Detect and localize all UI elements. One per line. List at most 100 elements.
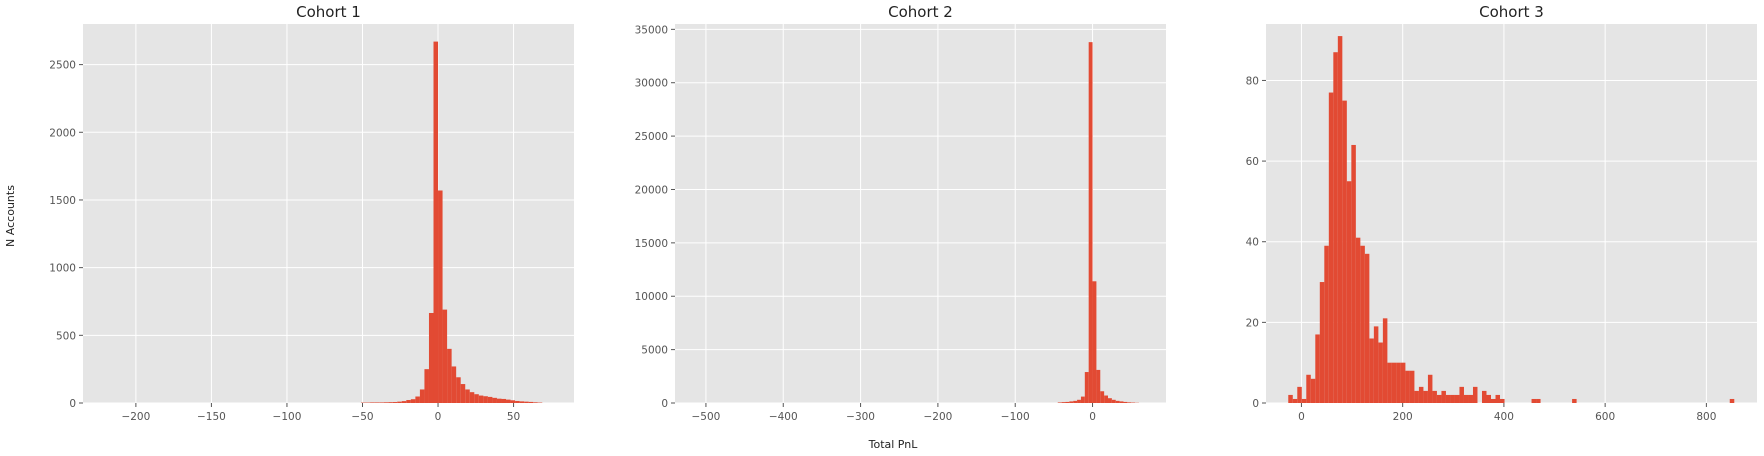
bar bbox=[1500, 398, 1505, 403]
bar bbox=[1069, 401, 1074, 403]
bar bbox=[1324, 245, 1329, 403]
bar bbox=[1490, 398, 1496, 403]
x-tick-label: −200 bbox=[121, 411, 150, 423]
bar bbox=[1405, 370, 1410, 403]
bar bbox=[483, 396, 488, 403]
bar bbox=[1065, 401, 1070, 403]
bar bbox=[433, 41, 439, 403]
bar bbox=[1108, 398, 1112, 403]
chart-title: Cohort 1 bbox=[296, 3, 361, 21]
chart-cohort-2: Cohort 2 −500 −400 −300 −200 −100 0 0 5000 10000 1… bbox=[635, 3, 1166, 423]
bar bbox=[1531, 398, 1537, 403]
y-tick-label: 25000 bbox=[635, 131, 668, 143]
bar bbox=[1104, 395, 1109, 403]
bar bbox=[397, 401, 402, 403]
x-tick-label: 200 bbox=[1393, 411, 1413, 423]
bar bbox=[1423, 390, 1428, 403]
bar bbox=[533, 402, 538, 403]
bar bbox=[1391, 362, 1397, 403]
x-tick-label: 0 bbox=[1089, 411, 1096, 423]
bar bbox=[447, 348, 452, 403]
x-tick-label: −300 bbox=[846, 411, 875, 423]
bar bbox=[515, 400, 520, 403]
bar bbox=[487, 396, 493, 403]
bar bbox=[492, 397, 497, 403]
bar bbox=[451, 366, 457, 403]
y-tick-label: 2500 bbox=[49, 60, 76, 72]
bar bbox=[1061, 402, 1066, 403]
bar bbox=[1360, 245, 1365, 403]
bar bbox=[1486, 394, 1491, 403]
y-tick-label: 60 bbox=[1246, 156, 1259, 168]
bar bbox=[528, 401, 534, 403]
x-tick-label: 0 bbox=[1298, 411, 1305, 423]
bar bbox=[506, 399, 511, 403]
bar bbox=[1306, 374, 1311, 403]
bar bbox=[1057, 402, 1062, 403]
bar bbox=[1427, 374, 1433, 403]
bar bbox=[442, 309, 448, 403]
bar bbox=[1328, 92, 1334, 404]
bar bbox=[1084, 372, 1089, 403]
bar bbox=[1432, 390, 1437, 403]
x-tick-label: −150 bbox=[197, 411, 226, 423]
bar bbox=[406, 400, 411, 403]
figure-xlabel: Total PnL bbox=[868, 438, 919, 451]
y-tick-label: 5000 bbox=[641, 345, 668, 357]
x-tick-label: −500 bbox=[692, 411, 721, 423]
bar bbox=[1472, 386, 1478, 403]
bar bbox=[524, 401, 529, 403]
chart-cohort-3: Cohort 3 0 200 400 600 800 0 20 40 60 80 bbox=[1246, 3, 1757, 423]
x-tick-label: −100 bbox=[273, 411, 302, 423]
bar bbox=[510, 400, 516, 403]
bar bbox=[1373, 326, 1379, 403]
y-tick-label: 10000 bbox=[635, 291, 668, 303]
bar bbox=[1092, 281, 1097, 403]
y-tick-label: 35000 bbox=[635, 24, 668, 36]
bar bbox=[469, 392, 475, 403]
bar bbox=[1315, 334, 1320, 403]
x-tick-label: 400 bbox=[1494, 411, 1514, 423]
bar bbox=[1346, 181, 1352, 403]
bar bbox=[478, 395, 484, 403]
bar bbox=[428, 312, 434, 403]
bar bbox=[1292, 398, 1298, 403]
bar bbox=[1111, 399, 1116, 403]
bar bbox=[460, 384, 466, 403]
chart-cohort-1: Cohort 1−200 −150 −100 −50 0 5005001000150020… bbox=[49, 3, 574, 423]
bar bbox=[1319, 282, 1325, 403]
bar bbox=[1400, 362, 1406, 403]
x-tick-label: −100 bbox=[1001, 411, 1030, 423]
x-tick-label: −400 bbox=[769, 411, 798, 423]
bar bbox=[392, 402, 398, 403]
bar bbox=[1301, 398, 1307, 403]
bar bbox=[1288, 394, 1293, 403]
y-tick-label: 0 bbox=[661, 398, 668, 410]
y-tick-label: 80 bbox=[1246, 75, 1259, 87]
chart-title: Cohort 3 bbox=[1479, 3, 1544, 21]
bar bbox=[1463, 394, 1469, 403]
bar bbox=[1536, 398, 1541, 403]
bar bbox=[1729, 398, 1735, 403]
x-tick-label: −50 bbox=[351, 411, 373, 423]
bar bbox=[1127, 402, 1132, 403]
y-tick-label: 1500 bbox=[49, 195, 76, 207]
bar bbox=[1351, 144, 1356, 403]
bar bbox=[370, 402, 375, 403]
bar bbox=[496, 398, 502, 403]
bar bbox=[1342, 100, 1347, 403]
y-tick-label: 20 bbox=[1246, 317, 1259, 329]
bar bbox=[1454, 394, 1460, 403]
x-tick-label: −200 bbox=[923, 411, 952, 423]
bar bbox=[1297, 386, 1302, 403]
bar bbox=[501, 398, 507, 403]
bar bbox=[424, 369, 429, 403]
y-tick-label: 0 bbox=[69, 398, 76, 410]
chart-title: Cohort 2 bbox=[888, 3, 953, 21]
bar bbox=[438, 190, 443, 403]
x-tick-label: 600 bbox=[1595, 411, 1615, 423]
bar bbox=[1441, 390, 1446, 403]
y-tick-label: 0 bbox=[1252, 398, 1259, 410]
plot-area bbox=[83, 24, 574, 403]
bar bbox=[1100, 391, 1105, 403]
